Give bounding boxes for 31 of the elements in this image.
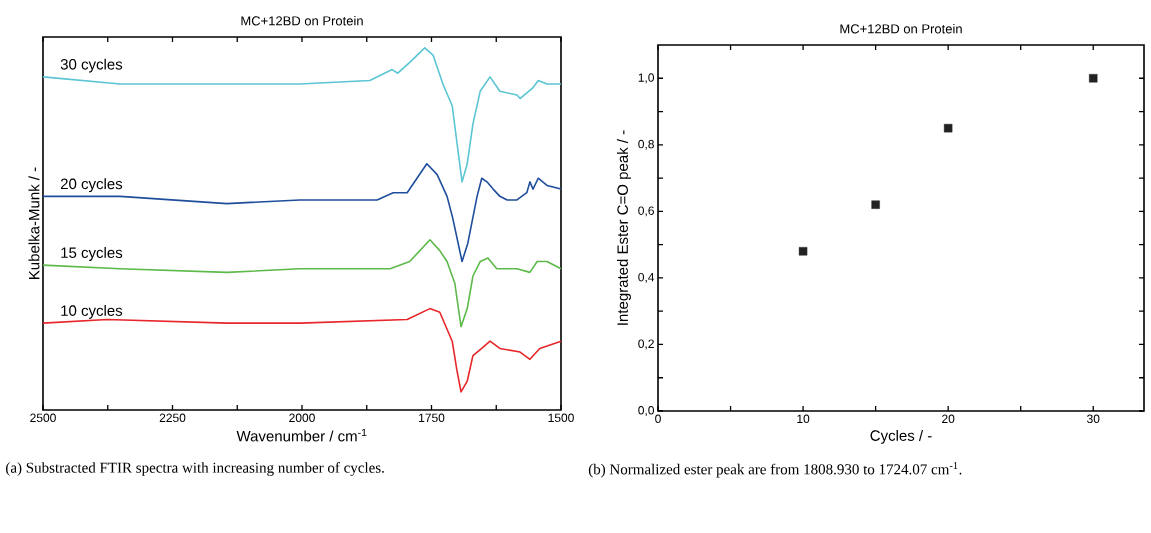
x-axis-title: Cycles / - xyxy=(870,429,932,444)
x-tick-label: 1500 xyxy=(548,413,574,423)
x-tick-label: 10 xyxy=(797,414,810,424)
x-tick-label: 2000 xyxy=(289,413,315,423)
series-label: 20 cycles xyxy=(60,178,123,193)
chart-title: MC+12BD on Protein xyxy=(840,23,962,34)
y-tick-label: 0,8 xyxy=(638,139,654,150)
y-tick-label: 0,4 xyxy=(638,272,655,283)
x-tick-label: 2500 xyxy=(30,413,56,423)
x-axis-title: Wavenumber / cm$^{-1}$ xyxy=(236,428,367,442)
series-label: 10 cycles xyxy=(61,304,123,319)
point xyxy=(1089,74,1098,83)
text: (a) Substracted FTIR spectra with increasing number of cycles. xyxy=(6,462,384,476)
x-tick-label: 2250 xyxy=(159,413,186,423)
x-tick-label: 1750 xyxy=(419,413,445,423)
text: (b) Normalized ester peak are from 1808.930 to 1724.07 cm$^{-1}$. xyxy=(588,462,962,478)
y-tick-label: 1,0 xyxy=(638,73,655,84)
y-axis-title: Kubelka-Munk / - xyxy=(28,167,40,279)
y-tick-label: 0,2 xyxy=(638,339,654,350)
y-tick-label: 0,6 xyxy=(638,206,654,217)
y-axis-title: Integrated Ester C=O peak / - xyxy=(616,130,631,325)
point xyxy=(871,200,880,209)
chart-title: MC+12BD on Protein xyxy=(241,15,363,26)
x-tick-label: 0 xyxy=(655,414,661,424)
point xyxy=(943,123,953,133)
point xyxy=(798,247,808,256)
x-tick-label: 20 xyxy=(942,414,955,424)
series-label: 15 cycles xyxy=(61,246,123,261)
series-label: 30 cycles xyxy=(60,58,123,73)
x-tick-label: 30 xyxy=(1087,414,1100,424)
y-tick-label: 0,0 xyxy=(638,406,655,416)
